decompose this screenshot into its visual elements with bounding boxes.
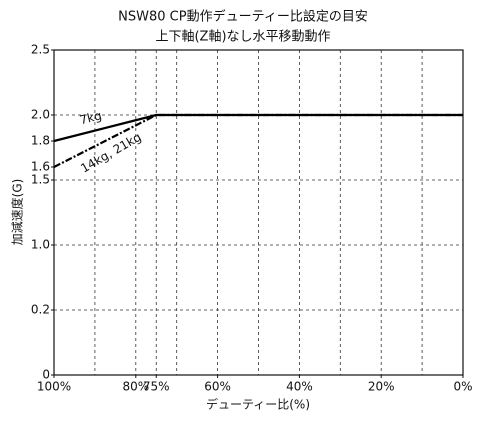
plot-frame	[53, 49, 464, 376]
x-tick-label: 60%	[204, 380, 231, 394]
y-tick-label: 0.2	[31, 303, 50, 317]
chart-title: NSW80 CP動作デューティー比設定の目安	[118, 9, 368, 25]
y-tick-label: 0	[42, 368, 50, 382]
chart-subtitle: 上下軸(Z軸)なし水平移動動作	[155, 30, 330, 45]
series-line	[53, 113, 463, 168]
x-tick-label: 20%	[368, 380, 395, 394]
y-tick-label: 1.8	[31, 134, 50, 148]
y-tick-label: 2.5	[31, 43, 50, 57]
x-tick-label: 75%	[143, 380, 170, 394]
y-tick-label: 1.6	[31, 160, 50, 174]
x-tick-label: 0%	[453, 380, 472, 394]
series-label: 14kg, 21kg	[78, 130, 143, 176]
x-tick-label: 80%	[122, 380, 149, 394]
series-label: 7kg	[78, 108, 103, 127]
x-tick-label: 40%	[286, 380, 313, 394]
y-tick-label: 1.0	[31, 238, 50, 252]
y-axis-label: 加減速度(G)	[10, 179, 25, 246]
x-axis-label: デューティー比(%)	[206, 397, 310, 412]
y-tick-label: 1.5	[31, 173, 50, 187]
y-tick-label: 2.0	[31, 108, 50, 122]
x-tick-label: 100%	[37, 380, 71, 394]
